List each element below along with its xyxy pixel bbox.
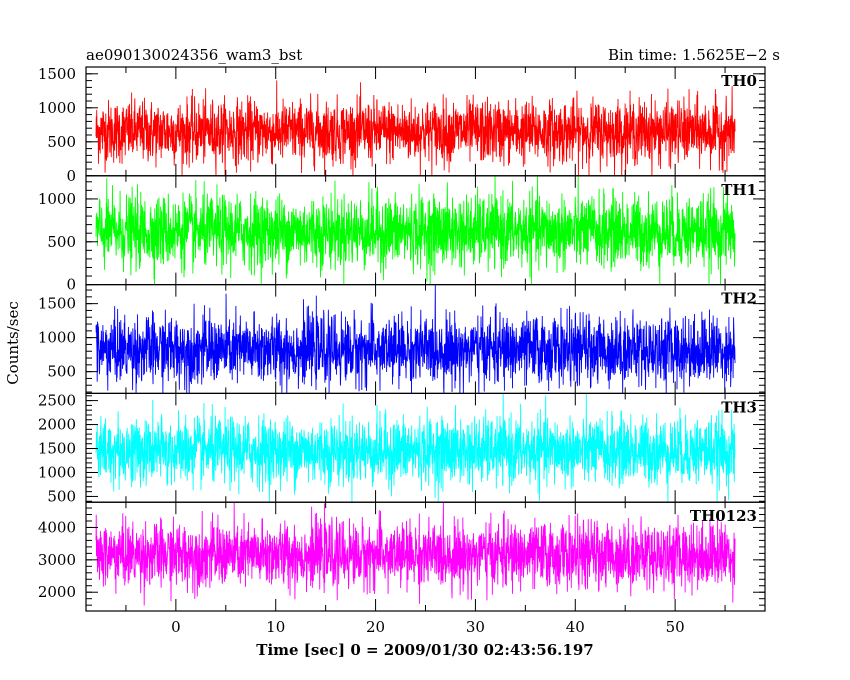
panel-th0: 0 500 1000 1500 TH0 (38, 65, 766, 185)
series-line-th0123 (95, 502, 736, 606)
panel-th1: 0 500 1000 TH1 (38, 175, 766, 294)
x-tick-label: 0 (171, 618, 181, 636)
y-tick-label: 2500 (38, 392, 76, 410)
panel-th2: 500 1000 1500 TH2 (38, 284, 766, 395)
chart-title: ae090130024356_wam3_bst (86, 46, 302, 64)
series-line-th1 (95, 175, 736, 285)
y-axis-label: Counts/sec (4, 301, 22, 385)
x-axis-label: Time [sec] 0 = 2009/01/30 02:43:56.197 (256, 641, 593, 659)
y-tick-label: 1000 (38, 190, 76, 208)
x-tick-label: 10 (266, 618, 285, 636)
y-tick-label: 2000 (38, 416, 76, 434)
x-tick-label: 30 (466, 618, 485, 636)
y-tick-label: 1000 (38, 99, 76, 117)
x-tick-label: 40 (566, 618, 585, 636)
series-line-th0 (95, 80, 736, 176)
y-tick-label: 1500 (38, 295, 76, 313)
y-tick-label: 0 (66, 167, 76, 185)
y-tick-label: 500 (47, 363, 76, 381)
y-tick-label: 500 (47, 487, 76, 505)
series-line-th2 (95, 284, 736, 394)
panel-label-th0123: TH0123 (690, 507, 757, 525)
y-tick-label: 3000 (38, 551, 76, 569)
panel-label-th0: TH0 (721, 72, 757, 90)
y-tick-label: 1500 (38, 440, 76, 458)
y-tick-label: 4000 (38, 518, 76, 536)
x-tick-label: 20 (366, 618, 385, 636)
y-tick-label: 2000 (38, 583, 76, 601)
series-line-th3 (95, 393, 736, 503)
panel-label-th3: TH3 (721, 398, 757, 416)
y-tick-label: 500 (47, 133, 76, 151)
panel-label-th1: TH1 (721, 181, 757, 199)
x-tick-label: 50 (666, 618, 685, 636)
y-tick-label: 1000 (38, 329, 76, 347)
panel-th3: 500 1000 1500 2000 2500 TH3 (38, 392, 766, 505)
bin-time-label: Bin time: 1.5625E−2 s (608, 46, 780, 64)
y-tick-label: 0 (66, 276, 76, 294)
panel-th0123: 2000 3000 4000 TH0123 (38, 501, 766, 612)
panel-label-th2: TH2 (721, 290, 757, 308)
y-tick-label: 500 (47, 233, 76, 251)
y-tick-label: 1500 (38, 65, 76, 83)
y-tick-label: 1000 (38, 463, 76, 481)
